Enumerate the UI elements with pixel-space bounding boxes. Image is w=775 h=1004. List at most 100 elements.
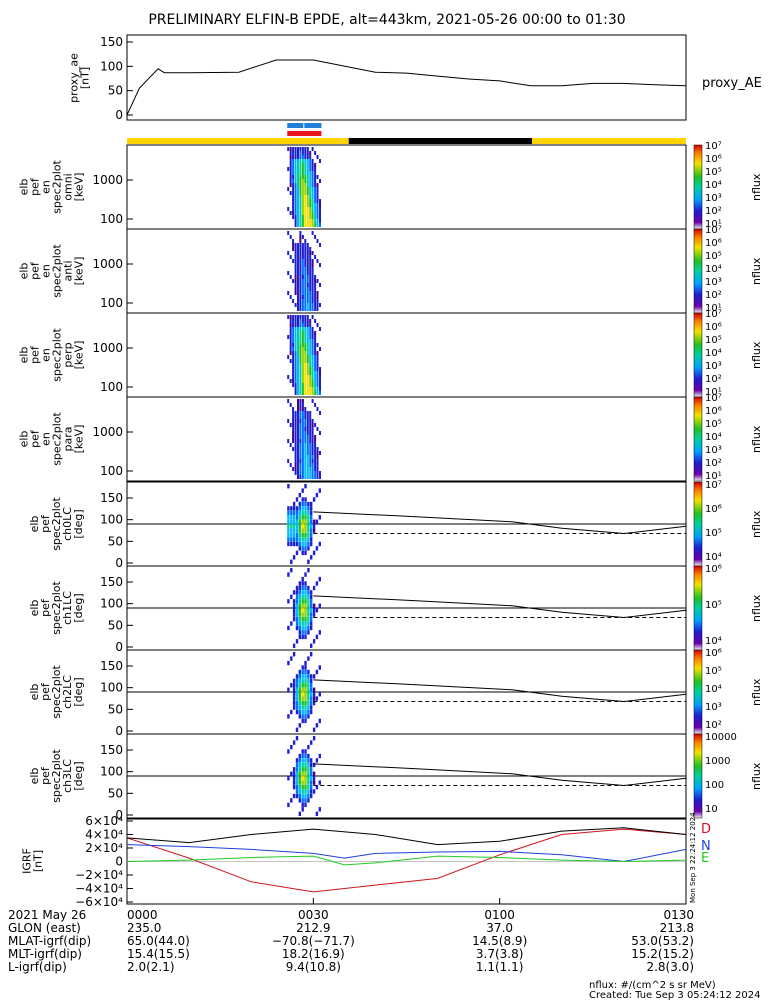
pitch-angle-pixel <box>292 555 296 560</box>
spectrogram-pixel <box>304 251 307 255</box>
spectrogram-pixel <box>319 207 321 211</box>
pitch-angle-pixel <box>298 692 301 697</box>
pitch-angle-tick-label: 150 <box>100 659 123 673</box>
pitch-angle-pixel <box>298 634 301 640</box>
pitch-angle-pixel <box>304 497 307 502</box>
pitch-angle-pixel <box>310 506 313 511</box>
plot-title: PRELIMINARY ELFIN-B EPDE, alt=443km, 202… <box>148 12 625 28</box>
pitch-angle-pixel <box>304 519 307 524</box>
pitch-angle-colorbar <box>693 481 703 567</box>
spectrogram-ylabel-line: [keV] <box>73 425 86 454</box>
pitch-angle-pixel <box>298 762 301 768</box>
pitch-angle-pixel <box>298 612 301 617</box>
pitch-angle-pixel <box>298 524 301 529</box>
pitch-angle-pixel <box>295 780 299 785</box>
pitch-angle-pixel <box>295 784 299 790</box>
spectrogram-pixel <box>314 307 317 311</box>
colorbar-tick-label: 10⁶ <box>705 564 722 575</box>
spectrogram-pixel <box>309 379 312 383</box>
pitch-angle-tick-label: 150 <box>100 743 123 757</box>
pitch-angle-pixel <box>318 665 321 670</box>
pitch-angle-pixel <box>301 621 304 626</box>
spectrogram-pixel <box>301 271 304 275</box>
pitch-angle-pixel <box>298 621 301 626</box>
spectrogram-pixel <box>294 459 297 463</box>
spectrogram-pixel <box>306 335 309 339</box>
spectrogram-pixel <box>309 287 312 291</box>
spectrogram-pixel <box>311 279 314 283</box>
pitch-angle-pixel <box>287 519 290 524</box>
spectrogram-pixel <box>309 195 312 199</box>
spectrogram-pixel <box>309 435 312 439</box>
spectrogram-pixel <box>314 171 317 175</box>
spectrogram-pixel <box>289 379 292 383</box>
spectrogram-pixel <box>299 235 302 239</box>
pitch-angle-pixel <box>290 510 293 516</box>
spectrogram-pixel <box>319 391 321 395</box>
spectrogram-pixel <box>299 355 302 359</box>
pitch-angle-pixel <box>304 687 307 692</box>
spectrogram-pixel <box>299 359 302 363</box>
spectrogram-pixel <box>306 347 309 351</box>
pitch-angle-ylabel-line: spec2plot <box>50 749 63 803</box>
spectrogram-pixel <box>289 191 292 195</box>
spectrogram-pixel <box>306 299 309 303</box>
pitch-angle-pixel <box>287 599 290 604</box>
pitch-angle-pixel <box>292 524 296 529</box>
footer-value: 0030 <box>298 908 329 922</box>
pitch-angle-pixel <box>301 669 304 675</box>
pitch-angle-pixel <box>292 519 296 524</box>
spectrogram-ylabel-line: en <box>40 348 53 362</box>
pitch-angle-ylabel-line: pef <box>39 514 52 533</box>
pitch-angle-pixel <box>310 789 313 794</box>
spectrogram-pixel <box>292 343 295 347</box>
spectrogram-pixel <box>301 159 304 163</box>
pitch-angle-pixel <box>307 758 310 763</box>
pitch-angle-pixel <box>301 665 304 670</box>
spectrogram-pixel <box>304 335 307 339</box>
spectrogram-pixel <box>294 271 297 275</box>
pitch-angle-pixel <box>310 784 313 790</box>
pitch-angle-pixel <box>295 603 299 608</box>
pitch-angle-pixel <box>304 780 307 785</box>
state-bar-segment <box>348 138 532 144</box>
colorbar-tick-label: 10⁴ <box>705 636 722 647</box>
spectrogram-pixel <box>294 327 297 331</box>
pitch-angle-pixel <box>307 603 310 608</box>
pitch-angle-pixel <box>307 541 310 547</box>
spectrogram-pixel <box>292 375 295 379</box>
spectrogram-pixel <box>299 307 302 311</box>
spectrogram-pixel <box>309 423 312 427</box>
spectrogram-pixel <box>297 407 299 411</box>
spectrogram-pixel <box>294 447 297 451</box>
spectrogram-ylabel-line: en <box>40 432 53 446</box>
pitch-angle-pixel <box>298 501 301 507</box>
colorbar-label: nflux <box>750 762 763 790</box>
pitch-angle-pixel <box>298 546 301 551</box>
spectrogram-pixel <box>299 151 302 155</box>
pitch-angle-pixel <box>310 537 313 542</box>
spectrogram-pixel <box>304 459 307 463</box>
pitch-angle-pixel <box>301 798 304 803</box>
spectrogram-pixel <box>299 419 302 423</box>
pitch-angle-pixel <box>312 696 316 701</box>
spectrogram-pixel <box>306 423 309 427</box>
spectrogram-pixel <box>299 463 302 467</box>
spectrogram-pixel <box>316 291 319 295</box>
spectrogram-pixel <box>314 451 317 455</box>
spectrogram-pixel <box>297 335 299 339</box>
spectrogram-pixel <box>311 327 314 331</box>
spectrogram-pixel <box>309 159 312 163</box>
pitch-angle-pixel <box>307 789 310 794</box>
spectrogram-pixel <box>304 435 307 439</box>
pitch-angle-pixel <box>310 692 313 697</box>
spectrogram-pixel <box>297 351 299 355</box>
pitch-angle-pixel <box>304 572 307 577</box>
spectrogram-pixel <box>297 363 299 367</box>
pitch-angle-pixel <box>292 771 296 776</box>
spectrogram-pixel <box>289 463 292 467</box>
colorbar-tick-label: 10¹ <box>705 387 722 398</box>
spectrogram-ylabel-line: pef <box>29 429 42 448</box>
footer-value: 18.2(16.9) <box>282 947 345 961</box>
spectrogram-pixel <box>289 331 292 335</box>
